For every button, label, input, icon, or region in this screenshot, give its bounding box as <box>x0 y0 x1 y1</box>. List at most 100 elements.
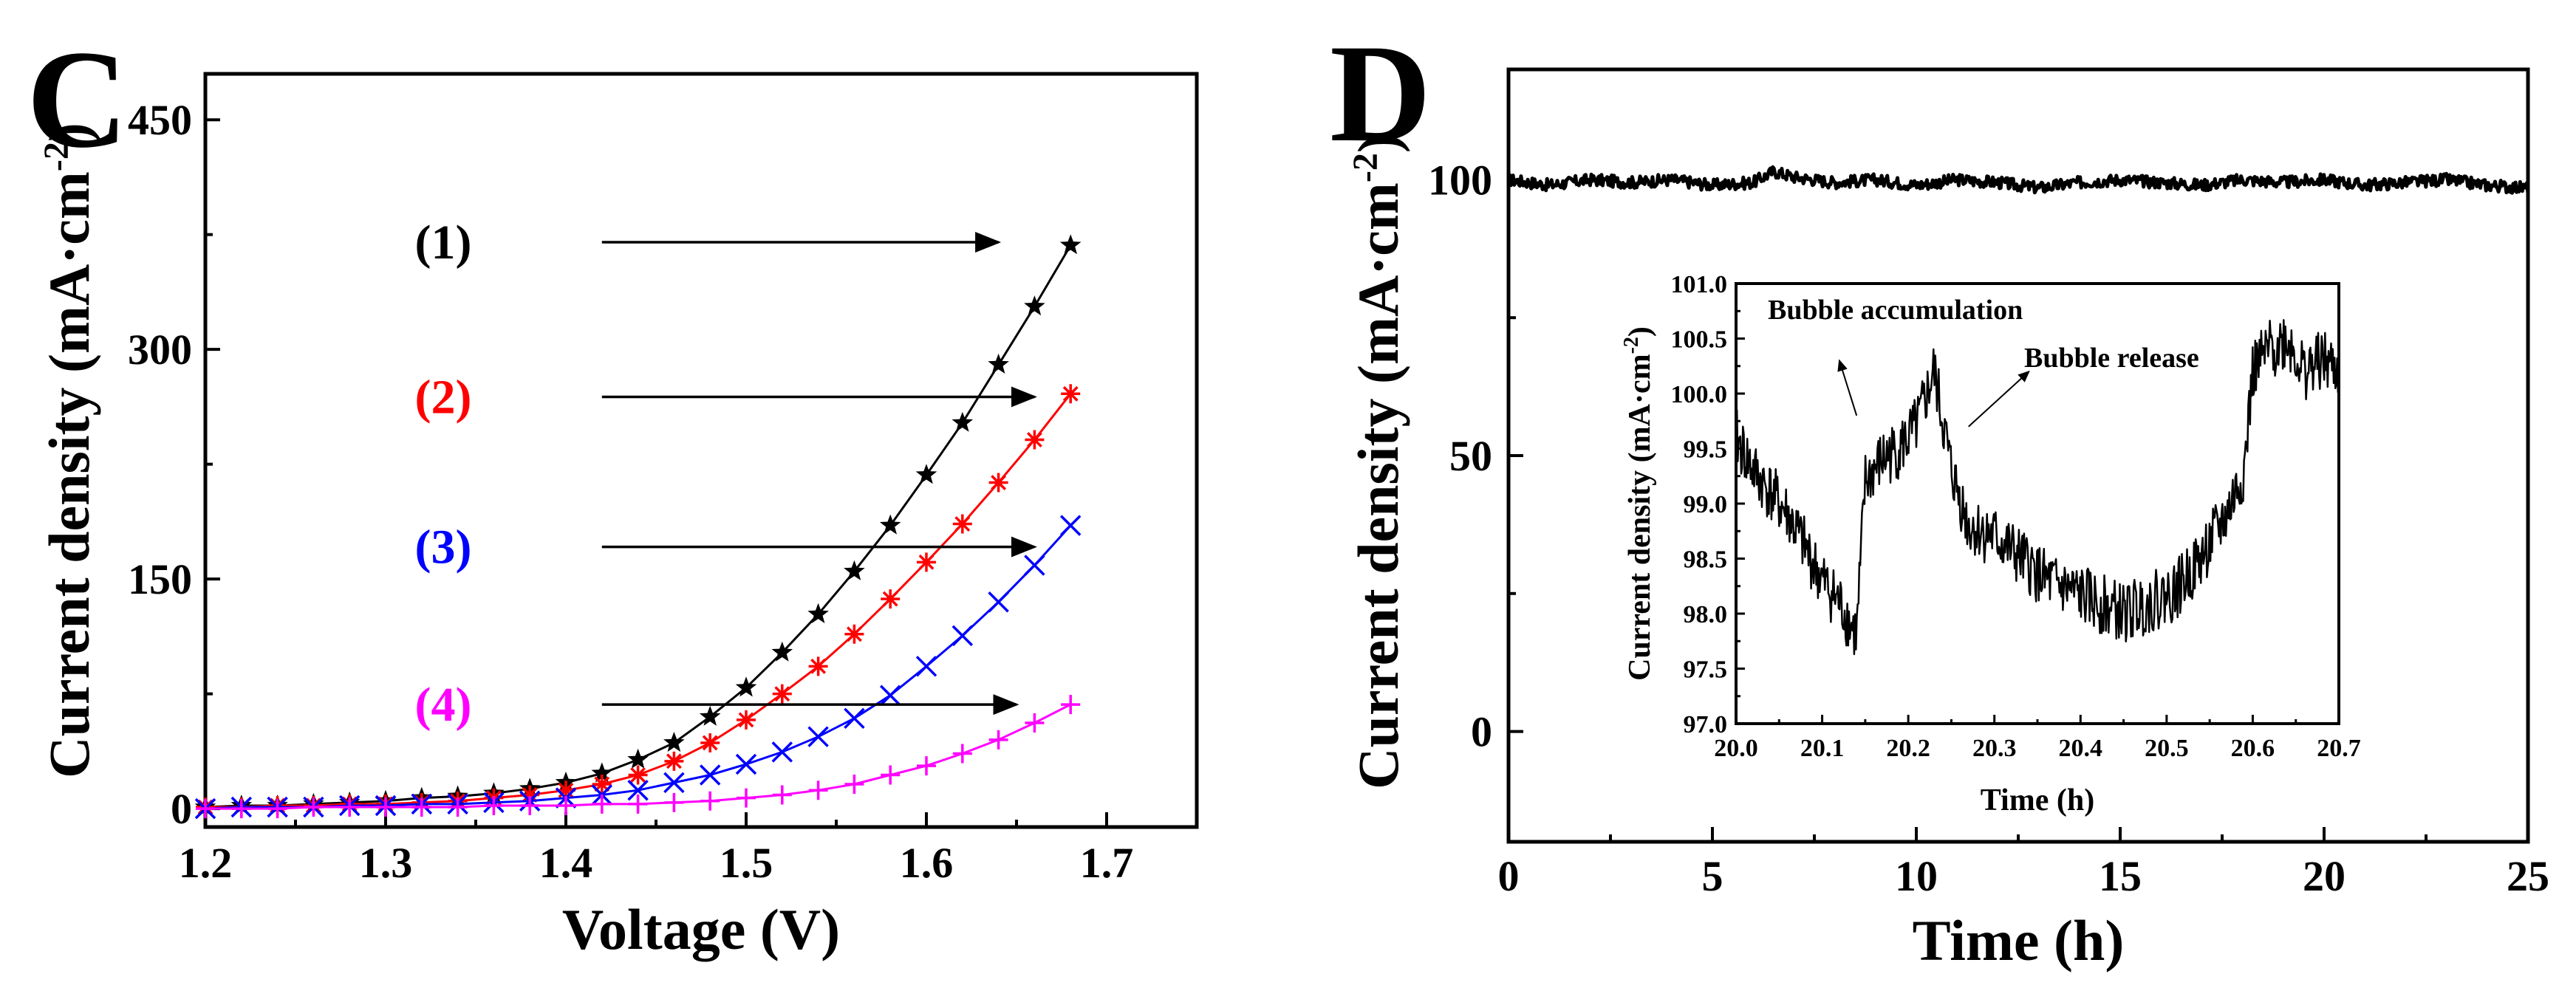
data-point-plus-marker <box>988 730 1008 749</box>
data-point-star-marker <box>771 641 793 662</box>
axis-c-y-tick-label: 150 <box>128 555 192 603</box>
data-point-star-marker <box>699 705 721 726</box>
data-point-asterisk-marker <box>556 781 575 800</box>
axis-d-x-tick-label: 25 <box>2507 852 2549 900</box>
data-point-plus-marker <box>484 795 504 815</box>
y-axis-label-c-exp: -2 <box>37 142 76 171</box>
data-point-plus-marker <box>772 785 792 805</box>
data-point-plus-marker <box>1025 713 1045 733</box>
series-1-group <box>194 234 1082 817</box>
series-line <box>205 244 1072 809</box>
y-axis-label-c-close: ) <box>37 123 101 142</box>
axis-c-x-tick-label: 1.2 <box>179 839 233 887</box>
inset-axis-y-tick-label: 98.0 <box>1684 601 1728 628</box>
data-point-x-marker <box>807 726 829 747</box>
axis-d-x-tick-label: 0 <box>1498 852 1520 900</box>
axis-c-y-tick-label: 450 <box>128 96 192 144</box>
data-point-asterisk-marker <box>664 751 684 771</box>
data-point-x-marker <box>915 656 937 677</box>
axis-d-x-tick-label: 20 <box>2303 852 2346 900</box>
data-point-plus-marker <box>592 794 612 814</box>
axis-c-x-tick-label: 1.3 <box>359 839 413 887</box>
inset-series-line <box>1735 319 2340 656</box>
data-point-x-marker <box>988 591 1009 613</box>
panel-label-c: C <box>27 22 128 177</box>
axis-c-x-tick-label: 1.6 <box>900 839 954 887</box>
inset-annotation-arrow-1 <box>1837 359 1858 416</box>
inset-y-axis-label: Current density (mA·cm-2) <box>1620 326 1657 681</box>
data-point-asterisk-marker <box>844 624 864 644</box>
inset-axis-x-tick-label: 20.2 <box>1886 735 1930 762</box>
chart-d: D 0 5 10 15 20 25 0 50 100 Time (h) Current dens… <box>1330 16 2549 972</box>
axes-c: 1.2 1.3 1.4 1.5 1.6 1.7 0 150 300 450 <box>128 96 1133 887</box>
inset-axis-y-tick-label: 97.5 <box>1684 656 1728 684</box>
inset-annotation-arrow-2 <box>1968 370 2030 428</box>
inset-axis-y-tick-label: 99.0 <box>1684 491 1728 518</box>
data-point-plus-marker <box>231 799 251 819</box>
data-point-asterisk-marker <box>988 473 1008 493</box>
inset-axis-x-tick-label: 20.4 <box>2059 735 2103 762</box>
y-axis-label-d-exp: -2 <box>1346 153 1385 182</box>
data-point-plus-marker <box>520 795 540 815</box>
axis-c-x-tick-label: 1.7 <box>1080 839 1134 887</box>
chart-c: C 1.2 1.3 1.4 1.5 1.6 1.7 0 150 300 450 (1) (2) (3)… <box>27 22 1199 961</box>
data-point-star-marker <box>591 762 613 783</box>
x-axis-label-c: Voltage (V) <box>562 897 840 961</box>
data-point-star-marker <box>915 464 937 484</box>
data-point-x-marker <box>735 753 757 775</box>
inset-axis-x-tick-label: 20.3 <box>1972 735 2017 762</box>
axis-d-y-tick-label: 100 <box>1428 156 1492 204</box>
inset-y-axis-label-main: Current density (mA·cm <box>1623 354 1657 681</box>
data-point-x-marker <box>699 764 721 786</box>
data-point-star-marker <box>844 560 865 580</box>
curve-label-1: (1) <box>415 216 472 270</box>
data-point-x-marker <box>952 625 974 647</box>
inset-series-group <box>1735 319 2340 656</box>
series-4-group <box>196 695 1081 819</box>
data-point-asterisk-marker <box>952 514 972 534</box>
data-point-plus-marker <box>376 797 395 817</box>
data-point-x-marker <box>844 707 865 730</box>
inset-y-axis-label-close: ) <box>1623 326 1657 337</box>
data-point-star-marker <box>988 353 1009 374</box>
inset-axis-x-tick-label: 20.0 <box>1714 735 1758 762</box>
axes-d: 0 5 10 15 20 25 0 50 100 <box>1428 156 2549 900</box>
inset-axis-y-tick-label: 99.5 <box>1684 436 1728 464</box>
data-point-star-marker <box>735 676 757 697</box>
inset-frame <box>1735 282 2340 725</box>
data-point-asterisk-marker <box>592 774 612 794</box>
data-point-plus-marker <box>917 756 936 776</box>
data-point-x-marker <box>1059 515 1082 536</box>
data-point-asterisk-marker <box>917 552 936 572</box>
curve-label-2: (2) <box>415 370 472 424</box>
data-point-x-marker <box>1024 555 1045 576</box>
inset-axis-y-tick-label: 98.5 <box>1684 546 1728 574</box>
axis-c-y-tick-label: 300 <box>128 326 192 374</box>
data-point-x-marker <box>627 780 649 801</box>
data-point-x-marker <box>771 741 793 763</box>
series-stability-line <box>1508 165 2530 195</box>
data-point-plus-marker <box>844 774 864 794</box>
inset-axis-x-tick-label: 20.5 <box>2145 735 2189 762</box>
data-point-x-marker <box>879 685 901 706</box>
series-group-d <box>1508 165 2530 195</box>
inset-axis-y-tick-label: 100.5 <box>1671 326 1728 354</box>
y-axis-label-c: Current density (mA·cm-2) <box>37 123 101 778</box>
inset-x-axis-label: Time (h) <box>1981 783 2094 817</box>
axis-c-x-tick-label: 1.5 <box>720 839 773 887</box>
data-point-asterisk-marker <box>1025 430 1045 450</box>
data-point-plus-marker <box>304 797 324 817</box>
data-point-star-marker <box>807 603 829 623</box>
axis-c-x-tick-label: 1.4 <box>539 839 593 887</box>
data-point-asterisk-marker <box>772 684 792 704</box>
inset-axis-x-tick-label: 20.1 <box>1800 735 1845 762</box>
plot-frame-c <box>203 72 1199 829</box>
data-point-plus-marker <box>556 795 575 815</box>
series-group-c <box>194 234 1082 820</box>
data-point-plus-marker <box>664 792 684 812</box>
data-point-plus-marker <box>448 797 468 817</box>
axis-d-x-tick-label: 10 <box>1895 852 1938 900</box>
data-point-star-marker <box>1024 295 1045 316</box>
inset-annotation-label-2: Bubble release <box>2024 343 2199 374</box>
